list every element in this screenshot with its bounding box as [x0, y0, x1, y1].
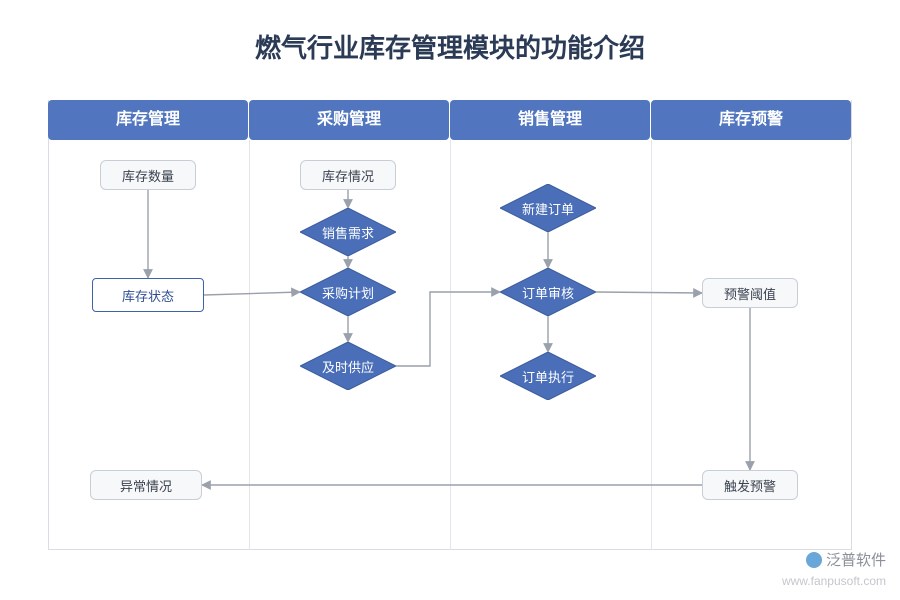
node-threshold: 预警阈值 [702, 278, 798, 308]
col-header-purchase: 采购管理 [249, 100, 449, 140]
node-label: 及时供应 [322, 357, 374, 376]
page-title: 燃气行业库存管理模块的功能介绍 [0, 28, 900, 65]
node-purchase-plan: 采购计划 [300, 268, 396, 316]
node-label: 库存数量 [122, 166, 174, 185]
col-header-alert: 库存预警 [651, 100, 851, 140]
brand-text: 泛普软件 [826, 549, 886, 570]
node-label: 异常情况 [120, 476, 172, 495]
node-label: 订单执行 [522, 367, 574, 386]
node-label: 预警阈值 [724, 284, 776, 303]
col-divider [450, 140, 451, 550]
node-label: 订单审核 [522, 283, 574, 302]
watermark-brand: 泛普软件 [806, 549, 886, 570]
node-sales-demand: 销售需求 [300, 208, 396, 256]
node-order-exec: 订单执行 [500, 352, 596, 400]
col-header-sales: 销售管理 [450, 100, 650, 140]
node-label: 采购计划 [322, 283, 374, 302]
node-inventory-state: 库存状态 [92, 278, 204, 312]
node-label: 新建订单 [522, 199, 574, 218]
node-order-review: 订单审核 [500, 268, 596, 316]
watermark-url: www.fanpusoft.com [782, 574, 886, 588]
node-new-order: 新建订单 [500, 184, 596, 232]
node-label: 库存情况 [322, 166, 374, 185]
node-trigger-alert: 触发预警 [702, 470, 798, 500]
node-label: 触发预警 [724, 476, 776, 495]
node-label: 销售需求 [322, 223, 374, 242]
col-divider [249, 140, 250, 550]
node-inventory-qty: 库存数量 [100, 160, 196, 190]
col-header-inventory: 库存管理 [48, 100, 248, 140]
col-divider [651, 140, 652, 550]
node-abnormal: 异常情况 [90, 470, 202, 500]
brand-icon [806, 552, 822, 568]
node-supply: 及时供应 [300, 342, 396, 390]
node-inventory-status: 库存情况 [300, 160, 396, 190]
node-label: 库存状态 [122, 286, 174, 305]
